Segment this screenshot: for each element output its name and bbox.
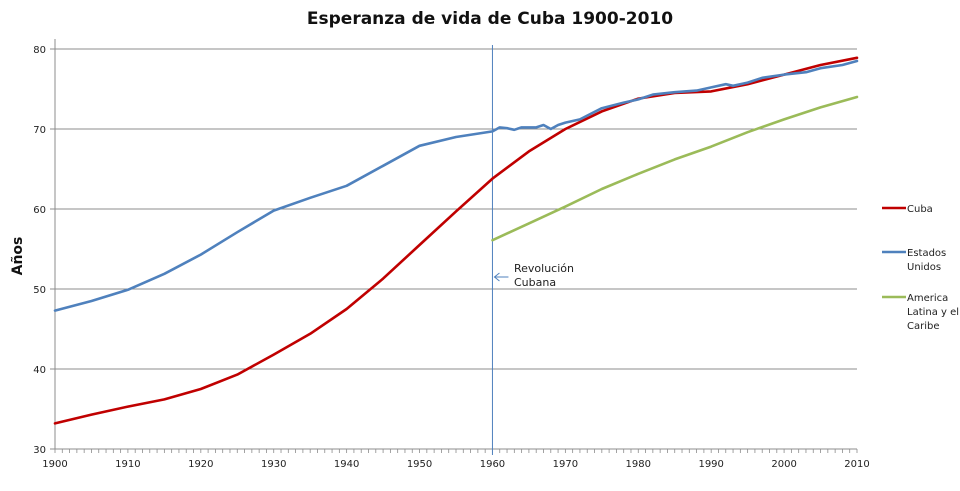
series-line-estados-unidos — [53, 59, 859, 312]
x-tick-label: 1920 — [188, 459, 213, 470]
y-tick-labels: 30 40 50 60 70 80 — [33, 45, 46, 456]
annotation-group: Revolución Cubana — [491, 45, 574, 455]
x-tick-labels: 1900 1910 1920 1930 1940 1950 1960 1970 1980 1990… — [42, 459, 869, 470]
x-tick-label: 1940 — [334, 459, 359, 470]
series-line-america-latina-y-el-caribe — [491, 95, 859, 242]
x-tick-label: 1910 — [115, 459, 140, 470]
x-tick-label: 1900 — [42, 459, 67, 470]
y-tick-label: 60 — [33, 205, 46, 216]
y-tick-label: 70 — [33, 125, 46, 136]
legend-label: Cuba — [907, 204, 933, 215]
y-tick-label: 30 — [33, 445, 46, 456]
chart-title: Esperanza de vida de Cuba 1900-2010 — [307, 9, 673, 29]
y-tick-label: 40 — [33, 365, 46, 376]
series-line-cuba — [53, 56, 859, 425]
arrow-head-icon — [493, 272, 500, 282]
y-axis-label: Años — [10, 237, 26, 276]
series-lines — [53, 56, 859, 425]
x-tick-label: 1990 — [698, 459, 723, 470]
gridlines — [55, 48, 857, 370]
x-tick-label: 2000 — [771, 459, 796, 470]
x-tick-label: 1960 — [480, 459, 505, 470]
legend-label: Estados Unidos — [907, 248, 946, 273]
x-tick-label: 1970 — [553, 459, 578, 470]
annotation-label: Revolución Cubana — [514, 262, 574, 289]
legend-label: America Latina y el Caribe — [907, 293, 959, 332]
y-tick-label: 50 — [33, 285, 46, 296]
y-tick-label: 80 — [33, 45, 46, 56]
x-tick-label: 1930 — [261, 459, 286, 470]
x-tick-label: 2010 — [844, 459, 869, 470]
x-tick-label: 1950 — [407, 459, 432, 470]
x-tick-label: 1980 — [626, 459, 651, 470]
legend: Cuba Estados Unidos America Latina y el Carib… — [882, 204, 959, 332]
axes — [50, 39, 858, 453]
